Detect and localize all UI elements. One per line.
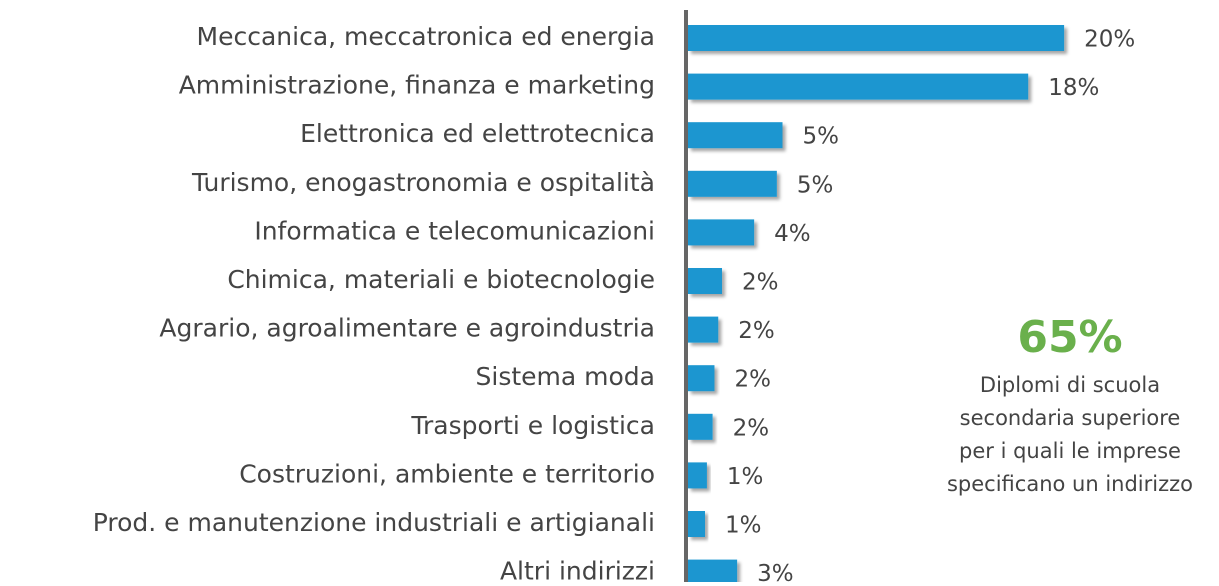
annotation-text: per i quali le imprese <box>959 439 1181 463</box>
value-label: 3% <box>757 561 794 582</box>
bar <box>688 462 707 489</box>
category-label: Amministrazione, finanza e marketing <box>179 71 655 100</box>
category-label: Informatica e telecomunicazioni <box>254 216 655 245</box>
annotation-headline: 65% <box>1017 312 1122 363</box>
bar <box>688 413 713 440</box>
value-label: 1% <box>727 464 764 490</box>
category-label: Agrario, agroalimentare e agroindustria <box>159 314 655 343</box>
bar <box>688 511 706 537</box>
category-label: Meccanica, meccatronica ed energia <box>197 22 655 51</box>
bar <box>688 25 1065 51</box>
category-label: Prod. e manutenzione industriali e artig… <box>93 508 655 537</box>
bar <box>688 219 755 246</box>
value-label: 4% <box>774 221 811 247</box>
value-label: 20% <box>1084 27 1135 53</box>
value-label: 2% <box>733 415 770 441</box>
bar <box>688 170 777 197</box>
annotation-text: specificano un indirizzo <box>947 472 1193 496</box>
bar <box>688 122 783 149</box>
category-label: Elettronica ed elettrotecnica <box>300 119 655 148</box>
annotation-text: Diplomi di scuola <box>980 373 1160 397</box>
value-label: 2% <box>734 367 771 393</box>
value-label: 2% <box>738 318 775 344</box>
annotation-text: secondaria superiore <box>960 406 1181 430</box>
category-label: Sistema moda <box>476 362 655 391</box>
category-label: Chimica, materiali e biotecnologie <box>227 265 655 294</box>
value-label: 5% <box>803 124 840 150</box>
bar <box>688 559 738 586</box>
value-label: 2% <box>742 270 779 296</box>
bar <box>688 365 715 392</box>
category-label: Costruzioni, ambiente e territorio <box>239 459 655 488</box>
category-label: Turismo, enogastronomia e ospitalità <box>191 168 655 197</box>
value-label: 1% <box>725 513 762 539</box>
category-label: Altri indirizzi <box>500 557 655 582</box>
value-label: 18% <box>1048 75 1099 101</box>
value-label: 5% <box>797 172 834 198</box>
bar <box>688 73 1029 100</box>
bar <box>688 316 719 343</box>
bar <box>688 268 723 294</box>
category-label: Trasporti e logistica <box>410 411 655 440</box>
